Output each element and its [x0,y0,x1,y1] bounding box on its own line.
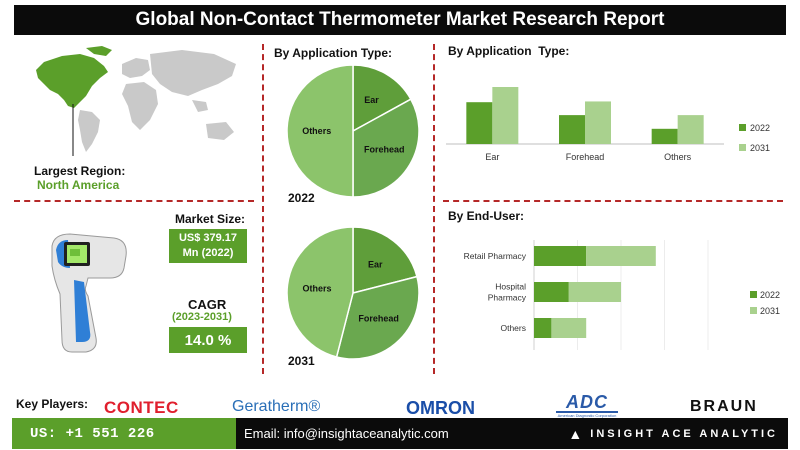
legend-label-2022: 2022 [750,123,770,133]
x-tick-label: Ear [485,152,499,162]
pie-slice-forehead [335,275,420,360]
brand-name: INSIGHT ACE ANALYTIC [590,427,778,440]
divider-right-horizontal [443,200,783,202]
legend-label-2031: 2031 [760,306,780,316]
divider-right [433,44,435,374]
cagr-label: CAGR [188,297,227,312]
legend-swatch-2031 [750,307,757,314]
legend-label-2022: 2022 [760,290,780,300]
x-tick-label: Others [664,152,692,162]
bar-others-2022 [651,128,678,144]
pie-slice-ear [352,64,412,133]
adc-logo-text: American Diagnostic Corporation [557,413,617,418]
pie-label-others: Others [302,283,331,293]
pie-caption-2031: 2031 [288,354,315,368]
pie-chart-2022: Ear Forehead Others [286,64,420,198]
pie-slice-others [286,226,354,358]
geratherm-logo: Geratherm® [232,398,321,415]
cagr-value-box: 14.0 % [169,327,247,353]
thermometer-image [51,233,127,353]
bar-others-2031 [551,318,587,338]
pie-label-forehead: Forehead [358,314,399,324]
pie-slice-others [286,64,354,198]
y-tick-label: Others [500,323,526,333]
bar-retail-pharmacy-2031 [586,246,656,266]
y-tick-label: Retail Pharmacy [464,251,527,261]
legend-swatch-2022 [739,124,746,131]
bar-chart-title: By Application Type: [448,44,570,58]
bar-retail-pharmacy-2022 [534,246,587,266]
pie-slice-ear [352,226,418,294]
brand-icon: ▲ [568,425,583,442]
pie-section-title: By Application Type: [274,46,393,60]
cagr-period: (2023-2031) [172,311,232,323]
pie-caption-2022: 2022 [288,191,315,205]
market-size-value-line2: Mn (2022) [182,247,234,259]
pie-label-forehead: Forehead [364,144,405,154]
contact-bar: Email: info@insightaceanalytic.com ▲ INS… [236,418,788,449]
contact-phone: US: +1 551 226 [12,418,236,449]
braun-logo: BRAUN [690,398,758,415]
bar-ear-2031 [492,87,519,144]
bar-ear-2022 [466,102,493,144]
largest-region-label: Largest Region: [34,164,126,178]
pie-label-others: Others [302,126,331,136]
page-title: Global Non-Contact Thermometer Market Re… [14,5,786,35]
contact-email: Email: info@insightaceanalytic.com [244,426,449,441]
bar-others-2031 [677,115,704,144]
bar-forehead-2022 [559,115,585,144]
omron-logo: OMRON [406,398,475,418]
y-tick-label: Hospital [495,282,526,292]
divider-left-horizontal [14,200,254,202]
divider-left [262,44,264,374]
pie-label-ear: Ear [364,95,379,105]
largest-region-value: North America [37,178,120,192]
brand-logo: ▲ INSIGHT ACE ANALYTIC [568,418,778,449]
legend-label-2031: 2031 [750,143,770,153]
market-size-value-line1: US$ 379.17 [178,232,238,244]
pie-chart-2031: Ear Forehead Others [286,226,420,360]
bar-hospital-pharmacy-2031 [568,282,621,302]
x-tick-label: Forehead [566,152,605,162]
bar-forehead-2031 [585,101,611,144]
y-tick-label: Pharmacy [488,293,527,303]
contec-logo: CONTEC [104,398,179,417]
world-map-image [36,46,236,156]
adc-logo-mark: ADC [556,393,618,413]
pie-label-ear: Ear [368,259,383,269]
pie-slice-forehead [352,98,420,198]
application-bar-chart: Ear Forehead Others 2022 2031 [446,87,770,162]
adc-logo: ADC American Diagnostic Corporation [556,393,618,419]
end-user-chart-title: By End-User: [448,209,525,223]
market-size-label: Market Size: [175,212,246,226]
legend-swatch-2022 [750,291,757,298]
bar-others-2022 [534,318,552,338]
bar-hospital-pharmacy-2022 [534,282,569,302]
legend-swatch-2031 [739,144,746,151]
market-size-value-box: US$ 379.17 Mn (2022) [169,229,247,263]
key-players-label: Key Players: [16,397,89,411]
